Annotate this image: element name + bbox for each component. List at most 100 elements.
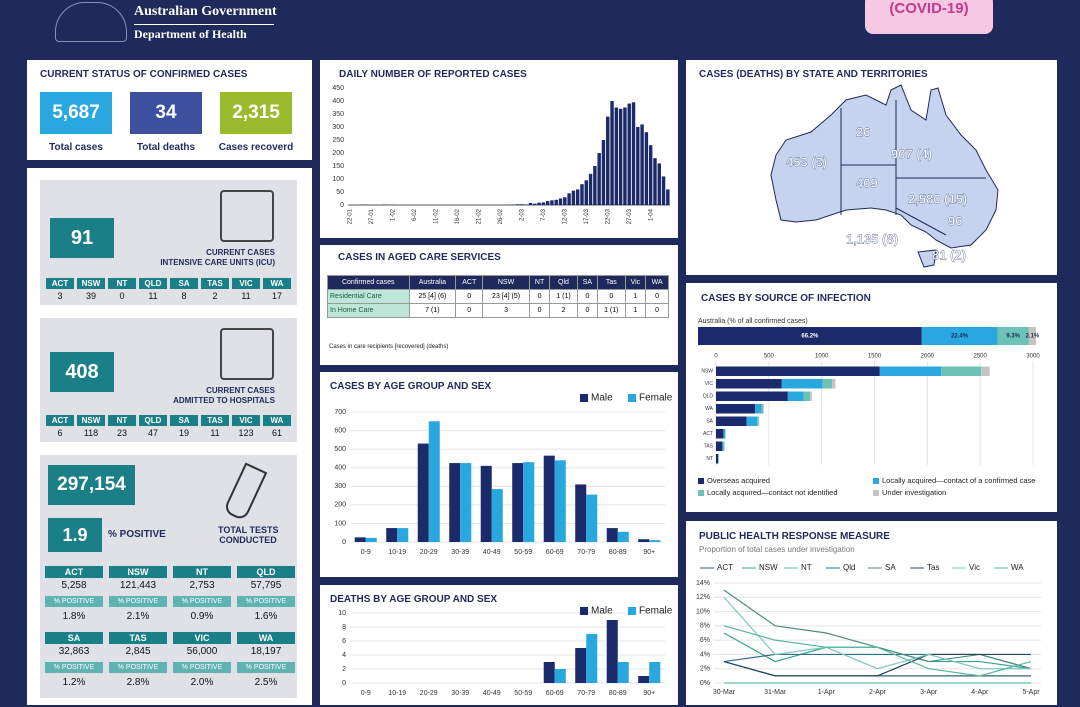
x-tick-label: 50-59 — [514, 549, 532, 556]
panel: 91 CURRENT CASES INTENSIVE CARE UNITS (ICU… — [27, 168, 312, 705]
cell: Australia — [408, 275, 457, 290]
chart: 0 2 4 6 8 10 Male Female 0-9 10-19 20-29 30-39 40-49… — [338, 606, 673, 697]
bar-segment — [724, 429, 726, 439]
stat-label: Total cases — [49, 142, 103, 153]
y-tick-label: 600 — [334, 427, 346, 434]
crest — [55, 2, 127, 42]
state-label: 907 (4) — [891, 146, 932, 161]
bar — [593, 166, 597, 205]
x-tick-label: 30-39 — [451, 549, 469, 556]
x-tick-label: 80-89 — [609, 549, 627, 556]
y-tick-label: 0 — [342, 539, 346, 546]
x-tick-label: 0-9 — [361, 690, 371, 697]
y-tick-label: 50 — [336, 189, 344, 196]
cell: 1 — [624, 289, 647, 304]
legend-label: Overseas acquired — [707, 476, 770, 485]
x-tick-label: 17-03 — [584, 208, 590, 224]
cell: Vic — [624, 275, 647, 290]
state-tests: 56,000 — [186, 646, 218, 657]
line — [723, 589, 1032, 670]
state-count: 47 — [147, 428, 158, 438]
pct-label: % POSITIVE — [237, 596, 295, 607]
label: CONDUCTED — [219, 535, 277, 545]
bar — [417, 443, 429, 542]
tasmania — [917, 249, 937, 268]
x-tick-label: 10-19 — [388, 690, 406, 697]
icon — [222, 462, 268, 522]
x-tick-label: 2-Apr — [869, 689, 887, 696]
pct: 2.5% — [254, 677, 278, 688]
pct-label: % POSITIVE — [109, 662, 167, 673]
bar — [588, 173, 593, 205]
state-header: NSW — [77, 415, 105, 426]
x-tick-label: 3000 — [1026, 354, 1040, 360]
bar — [554, 199, 558, 205]
chart: 0% 2% 4% 6% 8% 10% 12% 14% 30-Mar 31-Mar 1-Apr 2-Ap… — [696, 563, 1041, 696]
state-label: 81 (2) — [932, 247, 966, 262]
x-tick-label: 12-03 — [562, 208, 568, 224]
chart: 0 100 200 300 400 500 600 700 Male Female 0-9 10-19… — [334, 393, 672, 556]
state-header: NT — [108, 415, 136, 426]
bar — [511, 204, 516, 205]
bar — [533, 203, 537, 205]
legend-label: Qld — [843, 563, 855, 572]
panel: DEATHS BY AGE GROUP AND SEX 0 2 4 6 8 10 Male Fe… — [320, 585, 678, 705]
bar — [597, 153, 601, 205]
bar-segment — [722, 441, 724, 451]
y-tick-label: 4 — [342, 652, 346, 659]
y-tick-label: 400 — [332, 98, 344, 105]
cell: 1 (1) — [597, 303, 626, 318]
state-count: 61 — [271, 428, 282, 438]
x-tick-label: 1-02 — [391, 208, 397, 221]
cell: 23 [4] (5) — [482, 289, 530, 304]
legend-label: SA — [885, 563, 896, 572]
legend-label: NSW — [759, 563, 778, 572]
pct-label: % POSITIVE — [173, 662, 231, 673]
bar-segment — [879, 366, 942, 376]
state-header: QLD — [139, 415, 167, 426]
bar — [543, 662, 555, 683]
bar — [575, 484, 587, 542]
panel: CASES (DEATHS) BY STATE AND TERRITORIES 4… — [686, 60, 1057, 275]
state-tests: 32,863 — [58, 646, 90, 657]
state-header: NT — [108, 278, 136, 289]
state-header: TAS — [109, 632, 167, 644]
bar — [528, 202, 533, 205]
y-tick-label: 350 — [332, 111, 344, 118]
x-tick-label: 1-Apr — [818, 689, 836, 696]
y-tick-label: 0 — [340, 202, 344, 209]
y-tick-label: 8 — [342, 624, 346, 631]
bar-segment — [716, 429, 724, 439]
x-tick-label: 27-03 — [627, 208, 633, 224]
bar-segment — [755, 404, 762, 414]
legend-label: ACT — [717, 563, 733, 572]
state-count: 39 — [85, 291, 96, 301]
cell: Residential Care — [327, 289, 410, 304]
bar — [575, 648, 587, 683]
x-tick-label: 90+ — [643, 690, 655, 697]
y-tick-label: NSW — [701, 369, 713, 375]
pct: 2.8% — [126, 677, 150, 688]
state-header: QLD — [139, 278, 167, 289]
bar — [520, 204, 524, 205]
x-tick-label: 22-03 — [605, 208, 611, 224]
bar — [606, 620, 618, 683]
state-count: 6 — [57, 428, 63, 438]
state-tests: 18,197 — [250, 646, 282, 657]
x-tick-label: 1-04 — [648, 208, 654, 221]
bar-segment — [832, 379, 836, 389]
x-tick-label: 40-49 — [483, 690, 501, 697]
bar — [512, 463, 524, 542]
big-value: 91 — [50, 218, 114, 258]
bar-segment — [716, 366, 880, 376]
subtitle: Proportion of total cases under investig… — [699, 545, 855, 554]
bar — [584, 180, 588, 205]
y-tick-label: 100 — [332, 176, 344, 183]
legend-swatch — [698, 478, 704, 484]
x-tick-label: 31-Mar — [764, 689, 787, 696]
label: ADMITTED TO HOSPITALS — [173, 396, 275, 405]
cell: 2 — [549, 303, 578, 318]
cell: 0 — [528, 289, 551, 304]
panel-title: CASES BY SOURCE OF INFECTION — [701, 293, 871, 304]
state-count: 0 — [119, 291, 125, 301]
